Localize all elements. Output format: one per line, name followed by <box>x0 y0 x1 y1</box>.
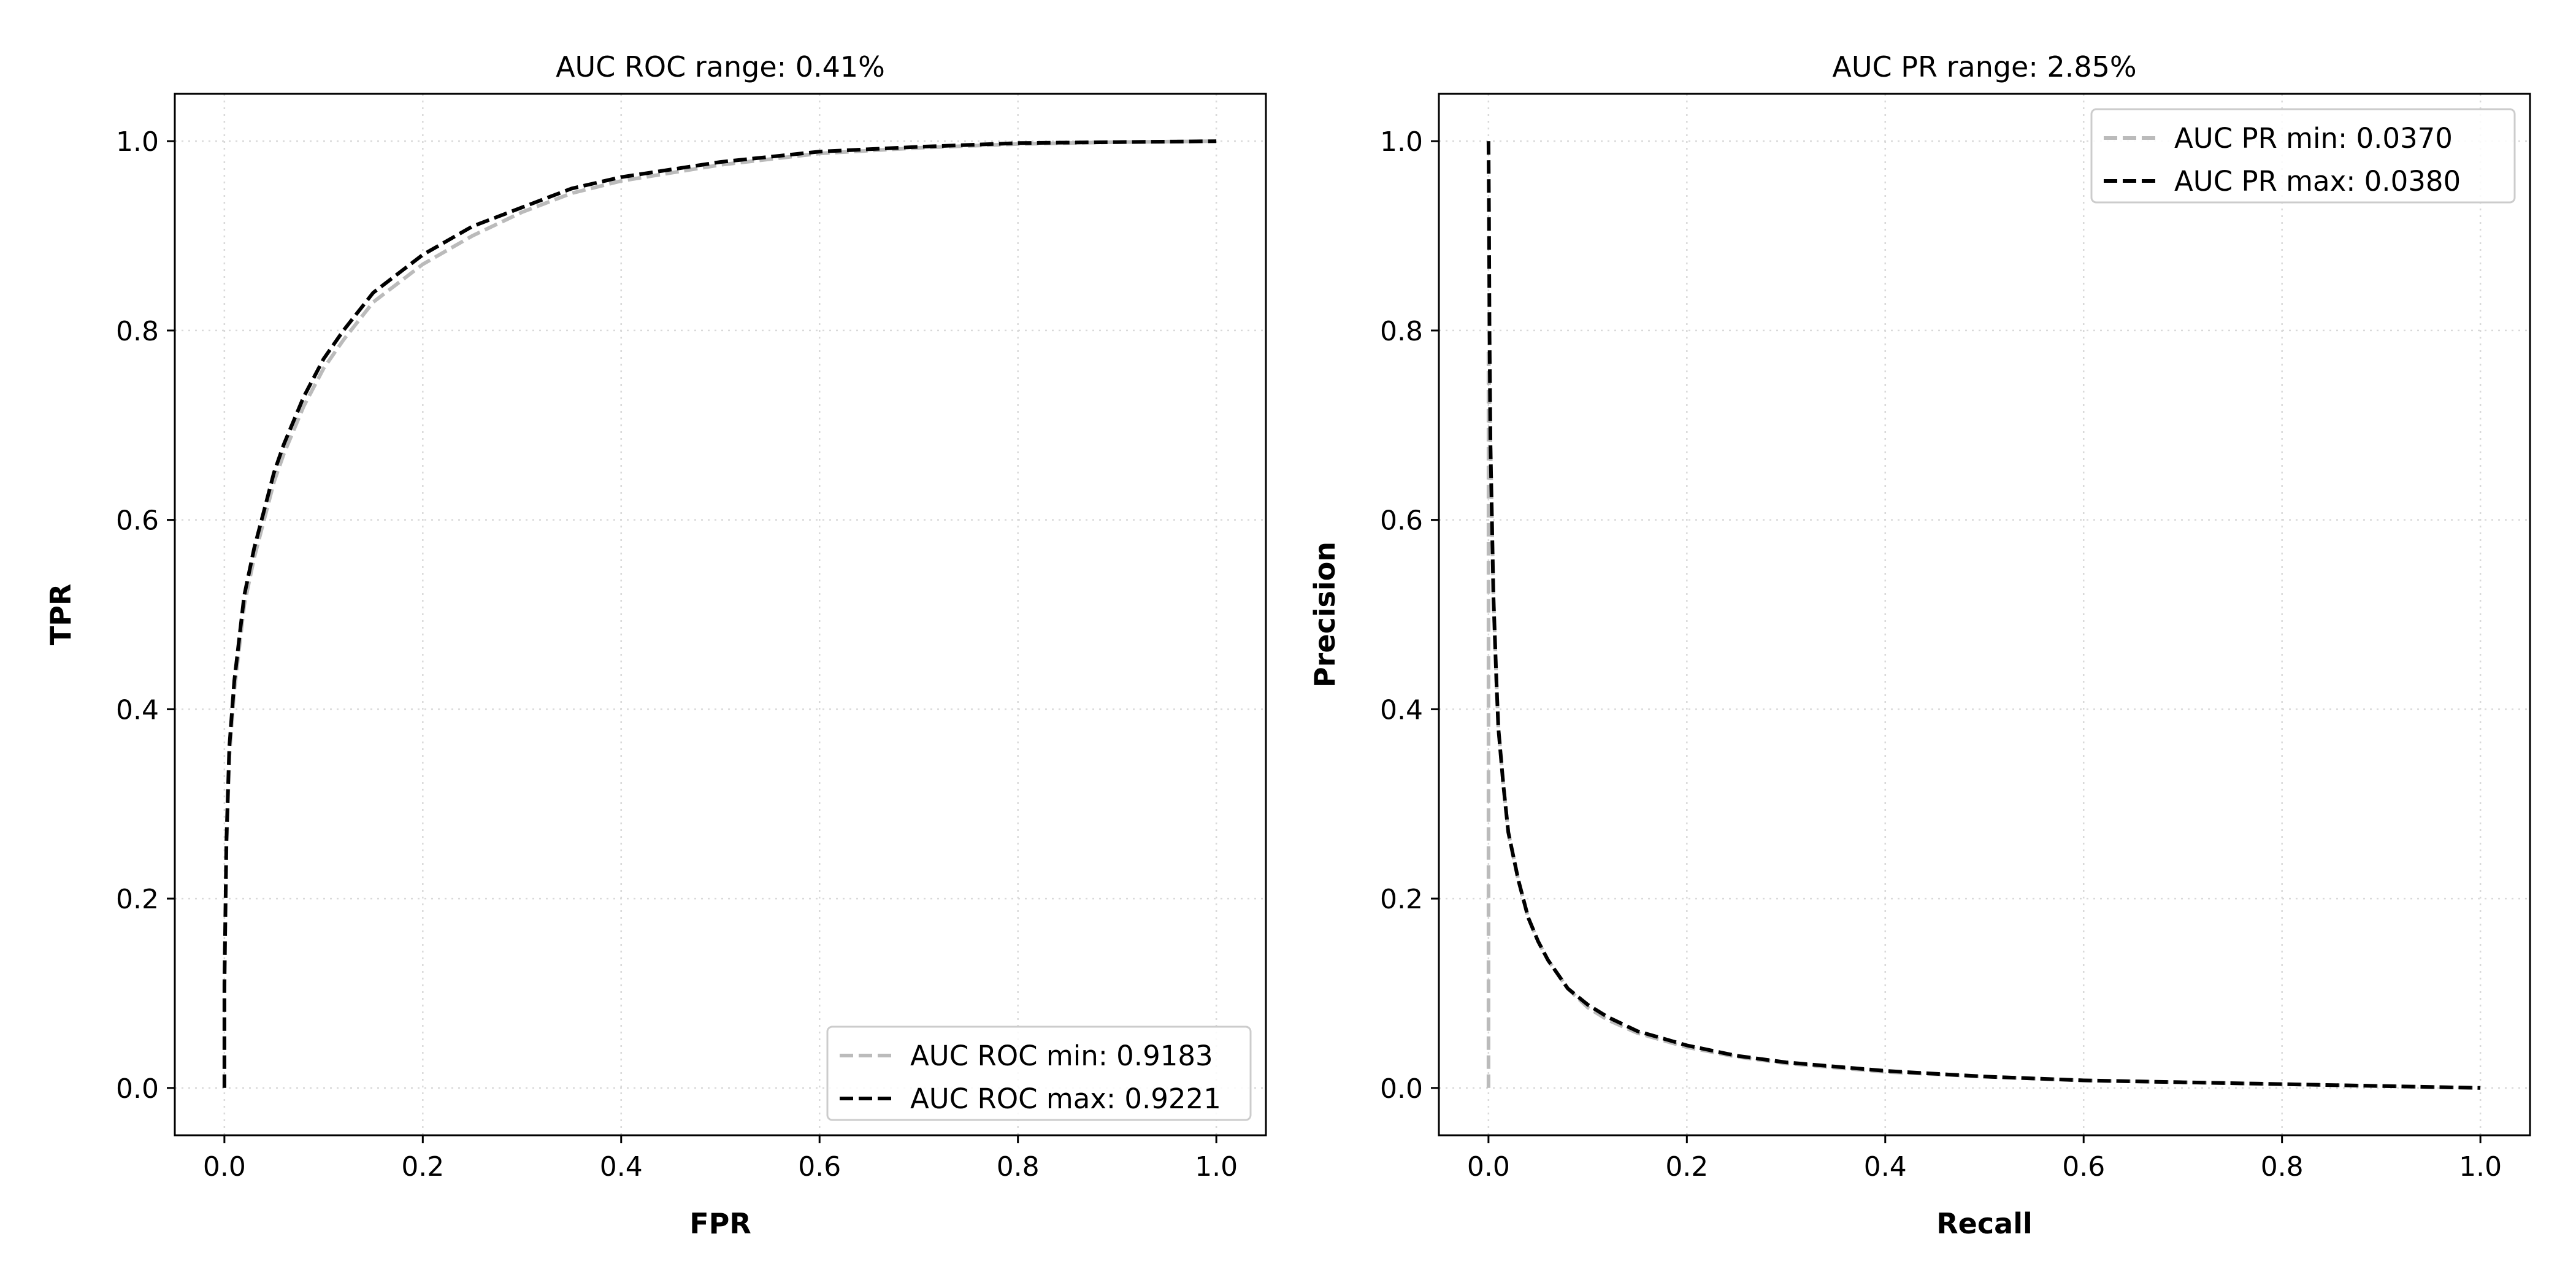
x-tick-label: 1.0 <box>1195 1151 1238 1183</box>
pr-series-line-max <box>1486 141 2481 1090</box>
plot-frame <box>1438 93 2531 1137</box>
pr-legend: AUC PR min: 0.0370 AUC PR max: 0.0380 <box>2090 108 2516 204</box>
legend-box <box>826 1025 1252 1121</box>
roc-panel: 0.0 0.2 0.4 0.6 0.8 1.0 0.0 0.2 0.4 0.6 0.8 1.0 AUC … <box>44 50 1267 1240</box>
roc-chart-title: AUC ROC range: 0.41% <box>556 50 885 83</box>
y-tick-label: 1.0 <box>116 126 159 158</box>
x-tick-label: 0.2 <box>1665 1151 1708 1183</box>
plot-frame <box>174 93 1267 1137</box>
y-axis-title: TPR <box>44 584 77 646</box>
y-tick-label: 0.0 <box>116 1073 159 1105</box>
y-tick-label: 0.6 <box>116 505 159 537</box>
x-axis-title: FPR <box>689 1207 751 1240</box>
y-tick-label: 0.4 <box>1380 694 1423 726</box>
y-tick-label: 0.0 <box>1380 1073 1423 1105</box>
pr-series-line-min <box>1486 347 2481 1090</box>
y-tick-label: 0.2 <box>116 884 159 915</box>
y-tick-label: 0.6 <box>1380 505 1423 537</box>
x-tick-label: 0.8 <box>2261 1151 2304 1183</box>
y-tick-label: 1.0 <box>1380 126 1423 158</box>
legend-label: AUC PR min: 0.0370 <box>2174 122 2453 155</box>
legend-label: AUC ROC max: 0.9221 <box>910 1083 1221 1115</box>
roc-legend: AUC ROC min: 0.9183 AUC ROC max: 0.9221 <box>826 1025 1252 1121</box>
y-tick-label: 0.8 <box>1380 316 1423 347</box>
legend-box <box>2090 108 2516 204</box>
x-tick-label: 0.6 <box>2062 1151 2105 1183</box>
x-tick-label: 0.2 <box>401 1151 444 1183</box>
legend-label: AUC PR max: 0.0380 <box>2174 165 2461 197</box>
x-axis-title: Recall <box>1936 1207 2032 1240</box>
x-tick-label: 0.0 <box>1467 1151 1510 1183</box>
x-tick-label: 0.4 <box>600 1151 643 1183</box>
y-tick-label: 0.8 <box>116 316 159 347</box>
y-tick-label: 0.4 <box>116 694 159 726</box>
roc-series-line-max <box>222 139 1217 1088</box>
x-tick-label: 1.0 <box>2459 1151 2502 1183</box>
x-tick-label: 0.6 <box>798 1151 841 1183</box>
pr-chart-title: AUC PR range: 2.85% <box>1832 50 2136 83</box>
x-tick-label: 0.4 <box>1864 1151 1907 1183</box>
y-tick-label: 0.2 <box>1380 884 1423 915</box>
roc-series-line-min <box>222 139 1217 1088</box>
y-axis-title: Precision <box>1308 542 1341 688</box>
legend-label: AUC ROC min: 0.9183 <box>910 1040 1213 1072</box>
pr-panel: 0.0 0.2 0.4 0.6 0.8 1.0 0.0 0.2 0.4 0.6 0.8 1.0 AUC … <box>1308 50 2531 1240</box>
x-tick-label: 0.8 <box>997 1151 1040 1183</box>
x-tick-label: 0.0 <box>203 1151 246 1183</box>
